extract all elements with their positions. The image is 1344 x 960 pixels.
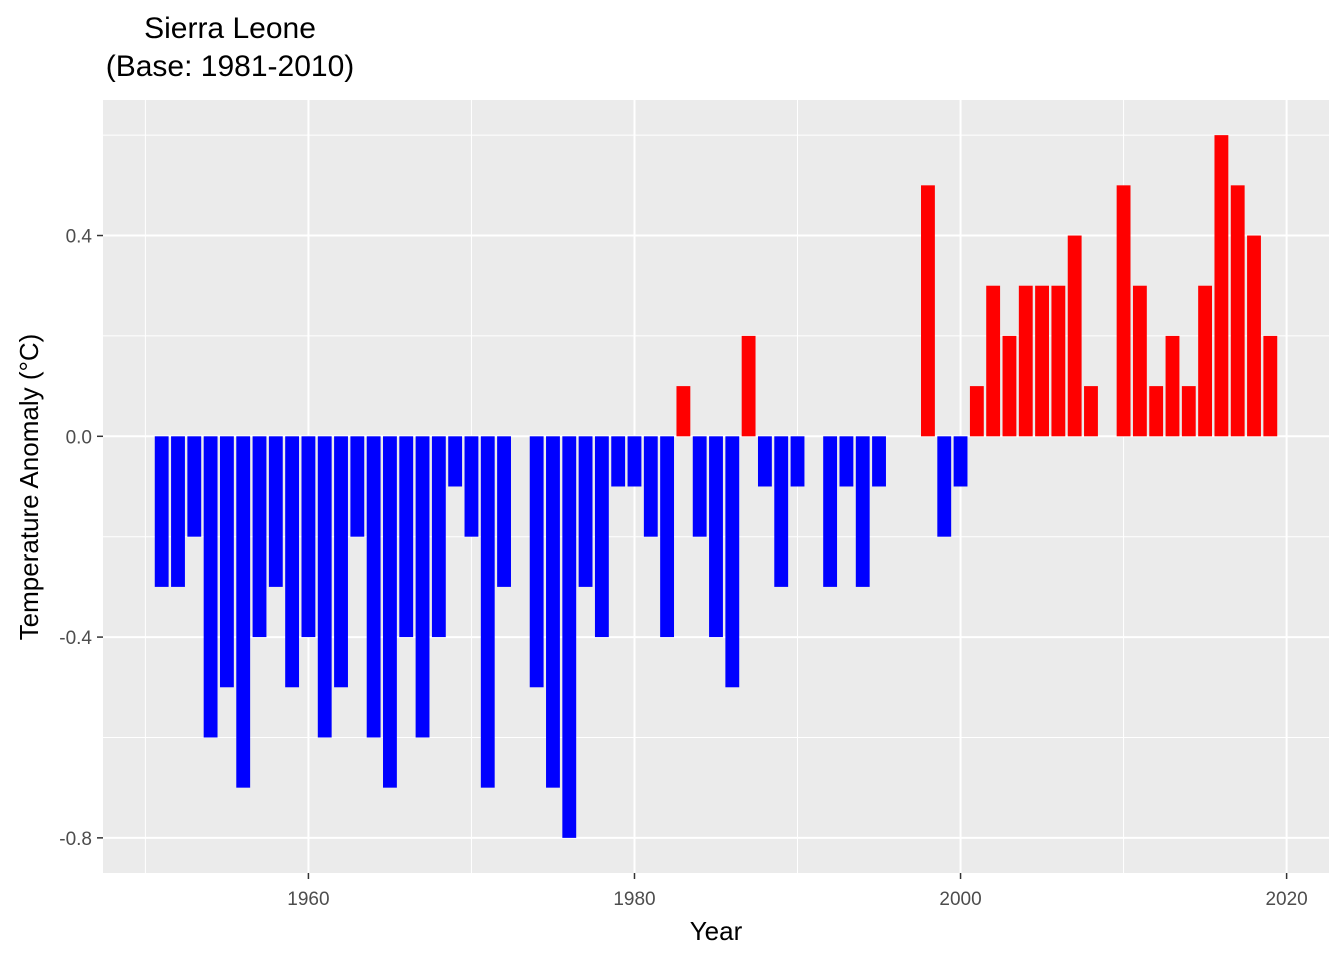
bar-2018 xyxy=(1247,235,1261,437)
bar-1965 xyxy=(383,436,397,788)
bar-1983 xyxy=(676,386,691,437)
bar-1981 xyxy=(643,436,658,537)
bar-1987 xyxy=(741,335,756,437)
bar-1969 xyxy=(448,436,463,487)
x-axis-title: Year xyxy=(690,916,743,946)
bar-1957 xyxy=(252,436,267,638)
bar-1994 xyxy=(855,436,870,587)
chart-title-line-1: Sierra Leone xyxy=(144,12,316,45)
bar-1961 xyxy=(317,436,332,738)
bar-1954 xyxy=(203,436,218,738)
bar-1984 xyxy=(692,436,707,537)
bar-2019 xyxy=(1263,335,1278,437)
bar-2006 xyxy=(1051,285,1066,437)
bar-2008 xyxy=(1084,386,1098,437)
bar-1971 xyxy=(480,436,495,788)
bar-2015 xyxy=(1198,285,1213,437)
bar-1958 xyxy=(268,436,283,587)
bar-1966 xyxy=(399,436,414,638)
bar-1952 xyxy=(171,436,185,587)
bar-2001 xyxy=(969,386,984,437)
bar-1974 xyxy=(529,436,544,688)
bar-2013 xyxy=(1165,335,1180,437)
bar-1972 xyxy=(497,436,511,587)
x-tick-label: 2020 xyxy=(1265,889,1307,910)
x-tick-label: 1960 xyxy=(287,889,329,910)
bar-2016 xyxy=(1214,135,1229,437)
y-tick-label: 0.0 xyxy=(66,427,92,448)
y-tick-label: 0.4 xyxy=(66,227,93,248)
bar-1979 xyxy=(611,436,626,487)
chart-title-line-2: (Base: 1981-2010) xyxy=(105,50,355,83)
bar-1951 xyxy=(154,436,169,587)
bar-1978 xyxy=(594,436,609,638)
x-tick-label: 1980 xyxy=(613,889,655,910)
x-tick-label: 2000 xyxy=(939,889,981,910)
bar-1963 xyxy=(350,436,365,537)
bar-1964 xyxy=(366,436,381,738)
bar-2011 xyxy=(1132,285,1147,437)
bar-1990 xyxy=(790,436,805,487)
bar-1970 xyxy=(464,436,479,537)
bar-1999 xyxy=(937,436,952,537)
bar-2005 xyxy=(1035,285,1049,437)
y-axis-title: Temperature Anomaly (°C) xyxy=(14,334,44,641)
bar-1976 xyxy=(562,436,577,838)
bar-1959 xyxy=(285,436,300,688)
bar-1995 xyxy=(872,436,886,487)
bar-1988 xyxy=(757,436,772,487)
bar-1992 xyxy=(823,436,838,587)
y-axis: -0.8 -0.4 0.0 0.4 xyxy=(59,227,103,850)
bar-2010 xyxy=(1116,185,1131,437)
bar-2017 xyxy=(1230,185,1245,437)
bar-2002 xyxy=(986,285,1001,437)
bar-1982 xyxy=(660,436,675,638)
bar-1980 xyxy=(627,436,642,487)
x-axis: 1960 1980 2000 2020 xyxy=(287,873,1308,910)
bar-2012 xyxy=(1149,386,1164,437)
bar-2004 xyxy=(1018,285,1033,437)
bar-1962 xyxy=(334,436,348,688)
bar-1956 xyxy=(236,436,251,788)
bar-2014 xyxy=(1181,386,1196,437)
y-tick-label: -0.8 xyxy=(59,829,92,850)
bar-1975 xyxy=(546,436,560,788)
bar-1993 xyxy=(839,436,854,487)
bar-2007 xyxy=(1067,235,1082,437)
bar-1967 xyxy=(415,436,430,738)
bar-1977 xyxy=(578,436,593,587)
bar-1953 xyxy=(187,436,202,537)
y-tick-label: -0.4 xyxy=(59,628,92,649)
bar-1986 xyxy=(725,436,740,688)
bar-1998 xyxy=(921,185,935,437)
chart-title: Sierra Leone (Base: 1981-2010) xyxy=(0,10,460,86)
bar-2003 xyxy=(1002,335,1017,437)
bar-1985 xyxy=(709,436,723,638)
bars xyxy=(154,135,1278,838)
bar-1989 xyxy=(774,436,789,587)
bar-1968 xyxy=(431,436,446,638)
bar-2000 xyxy=(953,436,968,487)
bar-1960 xyxy=(301,436,316,638)
bar-1955 xyxy=(219,436,234,688)
